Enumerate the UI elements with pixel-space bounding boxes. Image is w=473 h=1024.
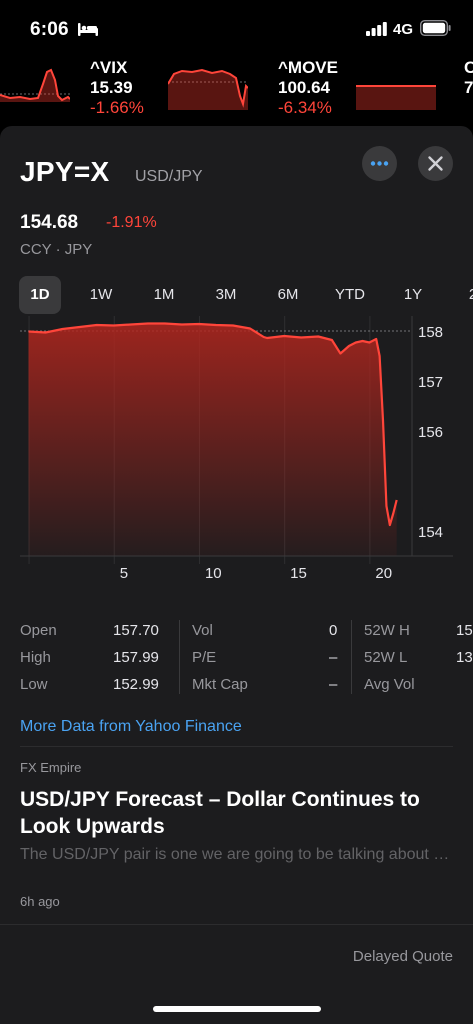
stat-label-low: Low	[20, 676, 48, 693]
x-tick-label: 5	[120, 565, 128, 582]
quote-price: 154.68	[20, 212, 79, 233]
ticker-strip[interactable]: ^VIX 15.39 -1.66% ^MOVE 100.64 -6.34% C …	[0, 56, 473, 122]
status-bar: 6:06 4G	[0, 0, 473, 56]
ticker-sparkline	[0, 68, 70, 102]
stat-value-52w-high: 15	[456, 622, 473, 639]
stat-value-vol: 0	[329, 622, 338, 639]
status-time: 6:06	[30, 19, 69, 40]
stat-value-mkt-cap: –	[329, 676, 338, 693]
y-ticks: 158 157 156 154	[418, 324, 443, 541]
network-label: 4G	[393, 21, 414, 38]
divider	[20, 746, 453, 747]
signal-icon	[366, 22, 387, 36]
more-data-link[interactable]: More Data from Yahoo Finance	[20, 718, 242, 735]
x-ticks: 5 10 15 20	[120, 565, 392, 582]
tab-ytd[interactable]: YTD	[335, 286, 365, 303]
stat-label-open: Open	[20, 622, 57, 639]
ticker-change: -1.66%	[90, 98, 144, 117]
divider	[0, 924, 473, 925]
quote-change: -1.91%	[106, 214, 157, 231]
news-title[interactable]: USD/JPY Forecast – Dollar Continues to L…	[20, 788, 420, 838]
stat-label-52w-low: 52W L	[364, 649, 408, 666]
tab-1m[interactable]: 1M	[153, 286, 175, 303]
y-tick-label: 154	[418, 524, 443, 541]
tab-2y[interactable]: 2	[458, 276, 473, 314]
ticker-price: 15.39	[90, 78, 133, 97]
news-time: 6h ago	[20, 894, 60, 909]
stat-value-low: 152.99	[113, 676, 159, 693]
tab-1y[interactable]: 1Y	[403, 286, 423, 303]
stat-value-high: 157.99	[113, 649, 159, 666]
stat-divider	[179, 620, 180, 694]
ticker-item-partial[interactable]: C 7	[464, 56, 473, 122]
close-button[interactable]	[418, 146, 453, 181]
quote-currency: CCY · JPY	[20, 241, 93, 258]
ticker-change: -6.34%	[278, 98, 332, 117]
quote-sheet: JPY=X USD/JPY 154.68 -1.91% CCY · JPY 1D…	[0, 126, 473, 1024]
stat-value-open: 157.70	[113, 622, 159, 639]
price-area	[28, 323, 397, 556]
quote-symbol: JPY=X	[20, 156, 110, 187]
tab-6m[interactable]: 6M	[277, 286, 299, 303]
home-indicator[interactable]	[153, 1006, 321, 1012]
price-line	[28, 322, 398, 527]
tab-1d[interactable]: 1D	[19, 276, 61, 314]
price-chart[interactable]: 158 157 156 154 5 10 15 20	[0, 316, 473, 586]
ellipsis-icon	[370, 161, 389, 166]
delayed-quote-label: Delayed Quote	[352, 948, 453, 965]
stats-table: Open 157.70 High 157.99 Low 152.99 Vol 0…	[0, 618, 473, 698]
ticker-item-move[interactable]: ^MOVE 100.64 -6.34%	[278, 56, 358, 122]
battery-icon	[420, 20, 451, 36]
stat-value-52w-low: 13	[456, 649, 473, 666]
ticker-symbol: ^MOVE	[278, 58, 338, 77]
stat-label-avg-vol: Avg Vol	[364, 676, 415, 693]
stat-label-pe: P/E	[192, 649, 217, 666]
close-icon	[428, 156, 443, 171]
ticker-price: 7	[464, 78, 473, 97]
bed-icon	[78, 23, 98, 36]
ticker-price: 100.64	[278, 78, 330, 97]
stat-divider	[351, 620, 352, 694]
quote-name: USD/JPY	[135, 168, 203, 185]
stat-label-vol: Vol	[192, 622, 213, 639]
x-tick-label: 10	[205, 565, 222, 582]
news-source: FX Empire	[20, 760, 82, 775]
news-summary: The USD/JPY pair is one we are going to …	[20, 846, 455, 863]
tab-3m[interactable]: 3M	[215, 286, 237, 303]
stat-value-pe: –	[329, 649, 338, 666]
tab-1w[interactable]: 1W	[89, 286, 113, 303]
y-tick-label: 156	[418, 424, 443, 441]
stat-label-mkt-cap: Mkt Cap	[192, 676, 248, 693]
x-tick-label: 20	[375, 565, 392, 582]
ticker-sparkline	[168, 68, 248, 110]
ticker-symbol: C	[464, 58, 473, 77]
range-tabs: 1D 1W 1M 3M 6M YTD 1Y 2	[0, 276, 473, 316]
ticker-item-vix[interactable]: ^VIX 15.39 -1.66%	[90, 56, 170, 122]
more-button[interactable]	[362, 146, 397, 181]
stat-label-high: High	[20, 649, 51, 666]
x-tick-label: 15	[290, 565, 307, 582]
stat-label-52w-high: 52W H	[364, 622, 410, 639]
y-tick-label: 157	[418, 374, 443, 391]
ticker-symbol: ^VIX	[90, 58, 128, 77]
y-tick-label: 158	[418, 324, 443, 341]
ticker-sparkline	[356, 85, 436, 110]
